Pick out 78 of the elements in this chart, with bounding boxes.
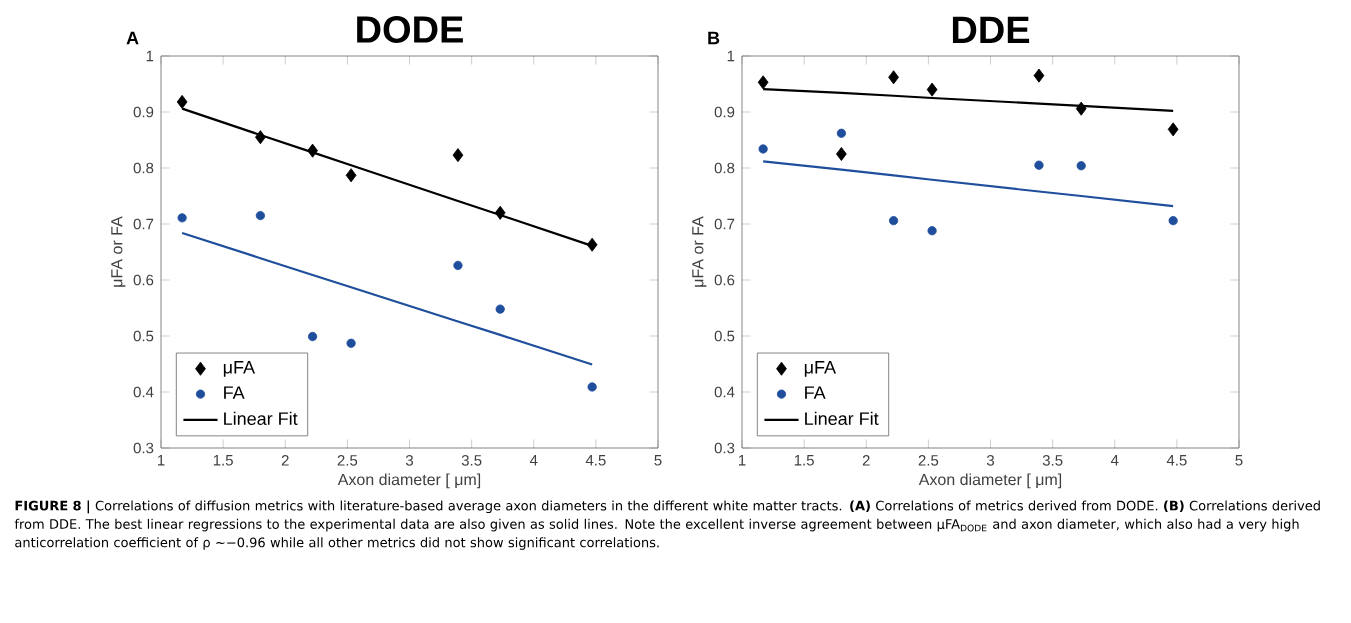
point (888, 216, 899, 226)
point (836, 147, 847, 162)
point (307, 331, 318, 342)
y-tick-label: 0.5 (133, 330, 154, 342)
y-tick-label: 0.4 (714, 386, 735, 398)
legend-label: FA (224, 386, 245, 399)
legend-label: Linear Fit (805, 411, 879, 426)
x-tick-label: 4.5 (1166, 455, 1187, 466)
x-tick-label: 5 (1235, 455, 1243, 466)
legend-label: FA (805, 386, 826, 399)
point (926, 82, 938, 97)
x-tick-label: 2 (281, 455, 289, 466)
point (495, 304, 505, 314)
x-tick-label: 5 (654, 455, 662, 466)
x-tick-label: 2.5 (337, 455, 358, 466)
point (757, 75, 769, 90)
point (176, 94, 188, 109)
x-tick-label: 3 (405, 455, 414, 466)
y-tick-label: 0.6 (714, 274, 735, 286)
point (255, 211, 266, 221)
y-tick-label: 0.8 (133, 162, 154, 174)
y-tick-label: 0.5 (714, 330, 735, 342)
point (1075, 101, 1087, 116)
point (836, 128, 847, 138)
point (1076, 161, 1086, 171)
point (177, 213, 187, 223)
point (453, 260, 463, 271)
y-axis-title: μFA or FA (111, 216, 126, 287)
y-tick-label: 0.8 (714, 162, 735, 174)
y-tick-label: 1 (146, 50, 154, 62)
x-tick-label: 3 (986, 455, 995, 466)
line-series (762, 160, 1175, 208)
point (927, 226, 937, 236)
x-tick-label: 4 (529, 455, 538, 466)
point (758, 144, 768, 154)
point (587, 382, 597, 392)
point (345, 168, 357, 183)
x-axis-title: Axon diameter [ μm] (918, 473, 1062, 489)
point (494, 205, 506, 220)
point (1167, 122, 1179, 137)
point (307, 143, 318, 158)
x-tick-label: 1.5 (213, 455, 233, 466)
chart-title: DODE (357, 16, 463, 43)
y-tick-label: 0.3 (133, 442, 154, 454)
point (1033, 68, 1045, 83)
x-tick-label: 1 (738, 455, 746, 466)
point (1034, 160, 1044, 170)
x-tick-label: 2 (862, 455, 870, 466)
point (586, 237, 598, 252)
y-tick-label: 0.9 (714, 106, 735, 118)
x-tick-label: 3.5 (461, 455, 482, 466)
x-tick-label: 3.5 (1042, 455, 1063, 466)
chart-title: DDE (952, 16, 1030, 43)
x-tick-label: 2.5 (918, 455, 939, 466)
y-tick-label: 0.4 (133, 386, 154, 398)
y-tick-label: 0.3 (714, 442, 735, 454)
legend-label: μFA (804, 361, 837, 377)
y-tick-label: 1 (727, 50, 735, 62)
y-tick-label: 0.7 (714, 218, 735, 230)
legend-label: Linear Fit (224, 411, 298, 426)
point (888, 70, 899, 85)
y-tick-label: 0.6 (133, 274, 154, 286)
x-axis-title: Axon diameter [ μm] (337, 473, 481, 489)
point (452, 148, 464, 163)
point (1168, 216, 1178, 226)
point (346, 338, 356, 348)
text: FIGURE 8 | Correlations of diffusion metrics with literature-based average axon diameters in the different white matter tracts. (A) Correlations of metrics derived from DODE. (B) Correlations derived from DDE. The best linear regressions to the experimental data are also given as solid lines. Note the excellent inverse agreement between μFA$_{DODE}$ and axon diameter, which also had a very high anticorrelation coefficient of ρ ∼−0.96 while all other metrics did not show significant correlations. (14, 500, 1320, 550)
y-tick-label: 0.7 (133, 218, 154, 230)
legend-label: μFA (223, 361, 256, 377)
text: B (708, 31, 720, 45)
x-tick-label: 1 (157, 455, 165, 466)
y-tick-label: 0.9 (133, 106, 154, 118)
point (255, 130, 266, 145)
text: A (126, 31, 139, 45)
y-axis-title: μFA or FA (692, 216, 707, 287)
x-tick-label: 1.5 (794, 455, 814, 466)
x-tick-label: 4 (1110, 455, 1119, 466)
x-tick-label: 4.5 (585, 455, 606, 466)
